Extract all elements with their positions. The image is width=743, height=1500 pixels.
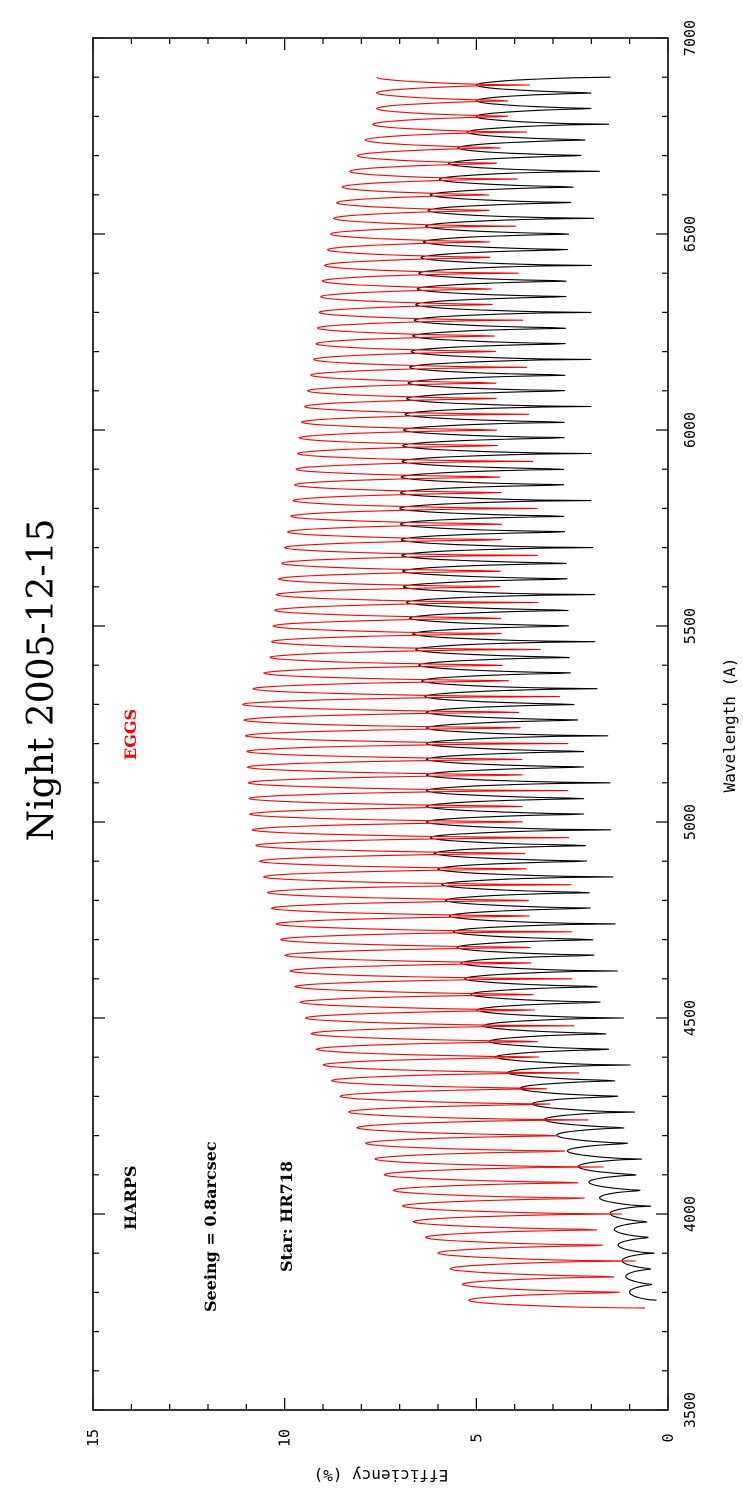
annotation-eggs: EGGS — [121, 709, 140, 760]
annotation-seeing: Seeing = 0.8arcsec — [201, 1141, 220, 1312]
x-tick-label: 6500 — [681, 216, 699, 252]
y-tick-label: 0 — [659, 1433, 677, 1442]
x-tick-label: 3500 — [681, 1392, 699, 1428]
axis-tick-labels: 3500 4000 4500 5000 5500 6000 6500 7000 0 5 10 15 — [84, 20, 699, 1447]
x-tick-label: 4000 — [681, 1196, 699, 1232]
x-tick-label: 5000 — [681, 804, 699, 840]
x-tick-label: 7000 — [681, 20, 699, 56]
y-tick-label: 10 — [276, 1429, 294, 1447]
x-tick-label: 5500 — [681, 608, 699, 644]
annotation-harps: HARPS — [121, 1166, 140, 1230]
y-tick-label: 5 — [467, 1433, 485, 1442]
annotations: HARPS EGGS Seeing = 0.8arcsec Star: HR71… — [121, 709, 296, 1312]
plot-frame — [92, 37, 669, 1411]
x-axis-label: Wavelength (A) — [720, 658, 739, 793]
series-line-eggs — [241, 76, 646, 1309]
x-tick-label: 6000 — [681, 412, 699, 448]
axis-ticks — [92, 37, 669, 1411]
plot-area — [241, 76, 657, 1309]
y-tick-label: 15 — [84, 1429, 102, 1447]
series-line-harps — [399, 76, 657, 1301]
x-tick-label: 4500 — [681, 1000, 699, 1036]
annotation-star: Star: HR718 — [277, 1161, 296, 1272]
chart-title: Night 2005-12-15 — [21, 519, 62, 842]
y-axis-label: Efficiency (%) — [314, 1466, 449, 1485]
